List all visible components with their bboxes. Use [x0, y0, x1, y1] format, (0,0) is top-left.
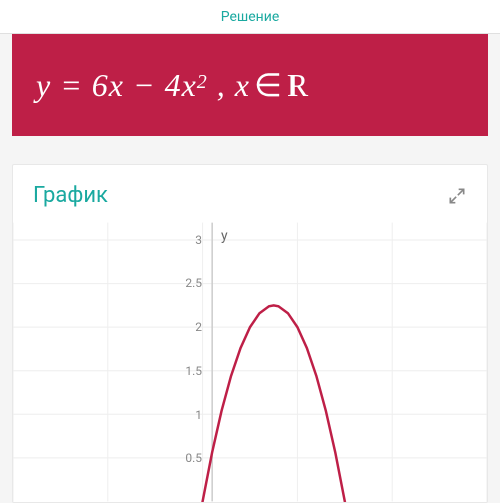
y-tick-label: 0.5: [185, 451, 208, 465]
chart-card: График y 0.5 1 1.5 2 2.5 3: [12, 164, 488, 503]
tab-header: Решение: [0, 0, 500, 34]
chart-title: График: [33, 183, 108, 208]
formula-equation: y = 6x − 4x2 , x∈R: [36, 66, 464, 104]
y-tick-label: 2.5: [185, 276, 208, 290]
chart-svg: [13, 222, 487, 502]
tab-solution[interactable]: Решение: [221, 9, 280, 25]
y-axis-label: y: [221, 228, 228, 244]
y-tick-label: 1: [195, 408, 208, 422]
chart-header: График: [13, 165, 487, 222]
expand-icon[interactable]: [447, 186, 467, 206]
formula-box: y = 6x − 4x2 , x∈R: [12, 34, 488, 136]
chart-plot-area[interactable]: y 0.5 1 1.5 2 2.5 3: [13, 222, 487, 502]
y-tick-label: 3: [195, 233, 208, 247]
y-tick-label: 1.5: [185, 364, 208, 378]
y-tick-label: 2: [195, 320, 208, 334]
